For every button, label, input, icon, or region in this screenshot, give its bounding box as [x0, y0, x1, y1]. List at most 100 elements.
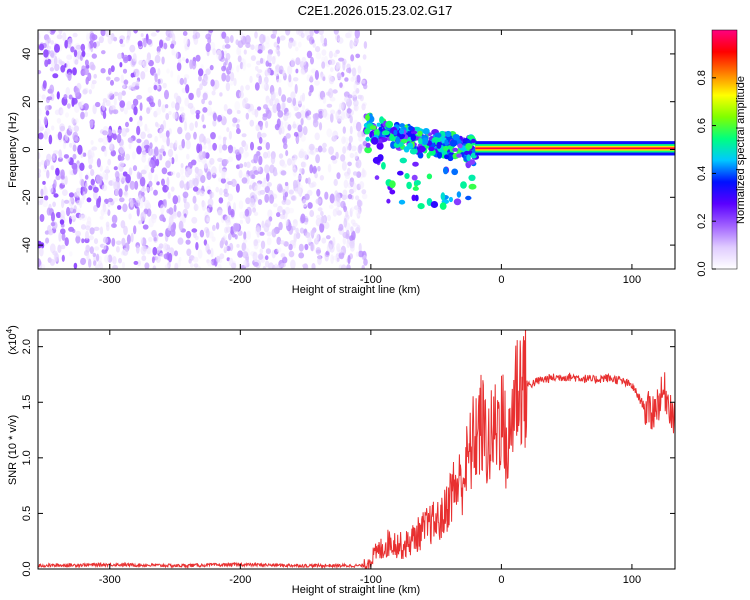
heatmap-cell	[412, 186, 419, 191]
heatmap-cell	[165, 160, 171, 169]
heatmap-cell	[281, 94, 287, 103]
heatmap-cell	[259, 33, 266, 44]
heatmap-cell	[174, 140, 178, 148]
heatmap-cell	[257, 199, 263, 205]
heatmap-cell	[239, 211, 245, 219]
heatmap-cell	[335, 192, 341, 202]
heatmap-cell	[193, 131, 197, 140]
x-tick-label: 0	[498, 574, 504, 586]
heatmap-cell	[465, 143, 473, 150]
heatmap-cell	[51, 212, 55, 222]
heatmap-cell	[185, 239, 191, 245]
y-tick-label: 20	[21, 96, 33, 108]
heatmap-cell	[139, 102, 143, 111]
heatmap-cell	[285, 199, 291, 206]
heatmap-cell	[468, 174, 476, 181]
heatmap-cell	[329, 59, 336, 66]
heatmap-cell	[185, 230, 192, 239]
heatmap-cell	[279, 213, 286, 220]
heatmap-cell	[44, 127, 51, 135]
heatmap-cell	[299, 227, 305, 234]
y-tick-label: 1.5	[21, 395, 33, 410]
heatmap-cell	[456, 153, 462, 158]
heatmap-cell	[43, 116, 48, 126]
heatmap-cell	[114, 76, 120, 82]
heatmap-cell	[300, 69, 306, 76]
heatmap-cell	[301, 56, 307, 66]
heatmap-cell	[170, 170, 176, 176]
heatmap-cell	[431, 137, 440, 143]
heatmap-cell	[236, 123, 240, 130]
heatmap-cell	[298, 243, 304, 252]
heatmap-cell	[436, 151, 443, 159]
heatmap-cell	[276, 102, 281, 112]
heatmap-cell	[121, 127, 127, 137]
snr-panel: -300 -200 -100 0 100 0.0 0.5 1.0 1.5 2.0 Height …	[5, 325, 676, 596]
heatmap-cell	[75, 230, 81, 237]
heatmap-cell	[342, 60, 346, 71]
heatmap-cell	[292, 219, 298, 224]
heatmap-cell	[329, 96, 336, 102]
heatmap-cell	[193, 263, 199, 268]
heatmap-cell	[212, 224, 216, 231]
heatmap-cell	[113, 166, 118, 171]
heatmap-cell	[294, 187, 301, 194]
heatmap-cell	[346, 264, 351, 269]
heatmap-cell	[211, 166, 217, 176]
heatmap-cell	[285, 30, 291, 36]
heatmap-cell	[89, 120, 94, 129]
heatmap-cell	[44, 105, 50, 112]
heatmap-cell	[321, 61, 326, 69]
heatmap-cell	[38, 43, 45, 51]
heatmap-cell	[357, 144, 362, 154]
heatmap-cell	[123, 107, 128, 115]
heatmap-cell	[359, 181, 365, 189]
heatmap-cell	[287, 158, 292, 166]
heatmap-cell	[350, 206, 355, 212]
colorbar-ticks: 0.0 0.2 0.4 0.6 0.8	[696, 70, 716, 277]
heatmap-cell	[149, 142, 153, 149]
heatmap-cell	[192, 30, 199, 33]
heatmap-cell	[330, 254, 334, 264]
heatmap-cell	[192, 177, 199, 188]
heatmap-cell	[222, 136, 227, 141]
heatmap-cell	[112, 197, 119, 202]
heatmap-cell	[309, 30, 314, 37]
heatmap-cell	[84, 237, 90, 244]
heatmap-cell	[329, 193, 335, 204]
heatmap-cell	[315, 232, 320, 241]
heatmap-cell	[361, 79, 366, 84]
heatmap-cell	[418, 137, 423, 145]
heatmap-cell	[50, 165, 55, 171]
heatmap-cell	[153, 189, 158, 196]
heatmap-cell	[322, 76, 326, 82]
heatmap-cell	[236, 128, 241, 135]
heatmap-cell	[205, 33, 212, 40]
heatmap-cell	[157, 68, 161, 76]
heatmap-cell	[62, 140, 67, 150]
heatmap-cell	[470, 138, 476, 144]
heatmap-cell	[212, 48, 217, 56]
heatmap-cell	[38, 132, 44, 140]
heatmap-cell	[198, 150, 204, 161]
heatmap-cell	[294, 83, 298, 94]
heatmap-cell	[90, 178, 96, 186]
heatmap-cell	[177, 195, 181, 204]
heatmap-cell	[234, 149, 240, 156]
heatmap-cell	[351, 41, 356, 49]
heatmap-cell	[303, 263, 309, 269]
heatmap-cell	[179, 77, 184, 86]
heatmap-cell	[244, 143, 249, 152]
heatmap-cell	[166, 68, 170, 74]
heatmap-cell	[116, 240, 122, 246]
heatmap-cell	[269, 98, 274, 107]
heatmap-cell	[121, 261, 126, 269]
heatmap-cell	[112, 109, 119, 115]
heatmap-cell	[254, 82, 260, 91]
heatmap-cell	[262, 114, 268, 121]
heatmap-cell	[64, 237, 69, 247]
heatmap-cell	[113, 97, 117, 106]
heatmap-cell	[118, 188, 123, 198]
heatmap-cell	[152, 246, 158, 256]
heatmap-cell	[364, 146, 372, 154]
